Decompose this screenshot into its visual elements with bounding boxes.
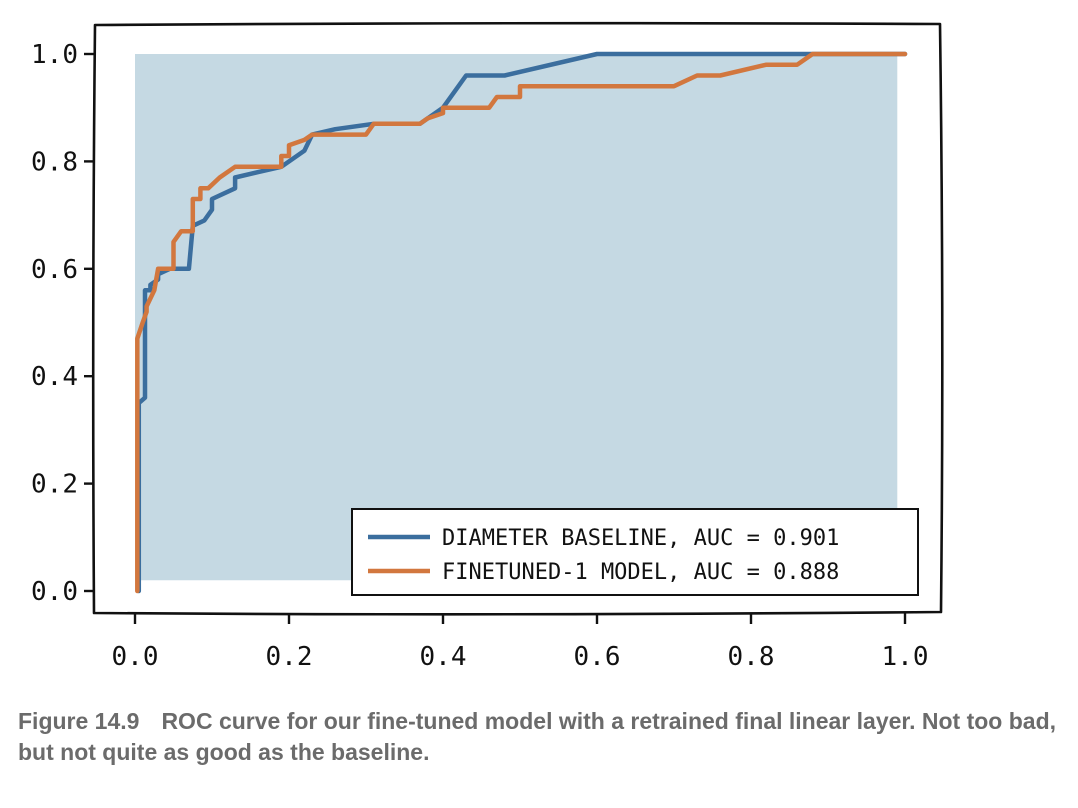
filled-area-layer	[135, 54, 898, 581]
ticks-layer: 0.0 0.2 0.4 0.6 0.8 1.0 0.0 0.2 0.4 0.6 0.8 1.0	[31, 40, 928, 672]
y-tick-label: 1.0	[31, 40, 78, 70]
x-tick-label: 0.2	[266, 642, 313, 672]
roc-filled-area	[135, 54, 898, 581]
caption-text: ROC curve for our fine-tuned model with …	[18, 708, 1057, 765]
figure-number: Figure 14.9	[18, 708, 140, 734]
series-line-finetuned	[135, 51, 908, 594]
x-tick-label: 0.8	[728, 642, 775, 672]
y-tick-label: 0.2	[31, 470, 78, 500]
y-tick-label: 0.8	[31, 147, 78, 177]
legend: DIAMETER BASELINE, AUC = 0.901 FINETUNED…	[351, 508, 919, 596]
plot-frame	[91, 21, 944, 616]
legend-label-baseline: DIAMETER BASELINE, AUC = 0.901	[442, 526, 839, 551]
series-lines-layer	[135, 51, 908, 594]
series-line-baseline	[136, 51, 908, 594]
figure-caption: Figure 14.9 ROC curve for our fine-tuned …	[18, 706, 1058, 768]
x-tick-label: 0.0	[112, 642, 159, 672]
y-tick-label: 0.6	[31, 255, 78, 285]
legend-label-finetuned: FINETUNED-1 MODEL, AUC = 0.888	[442, 560, 839, 585]
x-tick-label: 0.6	[574, 642, 621, 672]
x-tick-label: 0.4	[420, 642, 467, 672]
y-tick-label: 0.0	[31, 577, 78, 607]
roc-chart: 0.0 0.2 0.4 0.6 0.8 1.0 0.0 0.2 0.4 0.6 0.8 1.0 DIA…	[31, 21, 944, 672]
y-tick-label: 0.4	[31, 362, 78, 392]
x-tick-label: 1.0	[882, 642, 929, 672]
legend-box	[351, 508, 919, 596]
